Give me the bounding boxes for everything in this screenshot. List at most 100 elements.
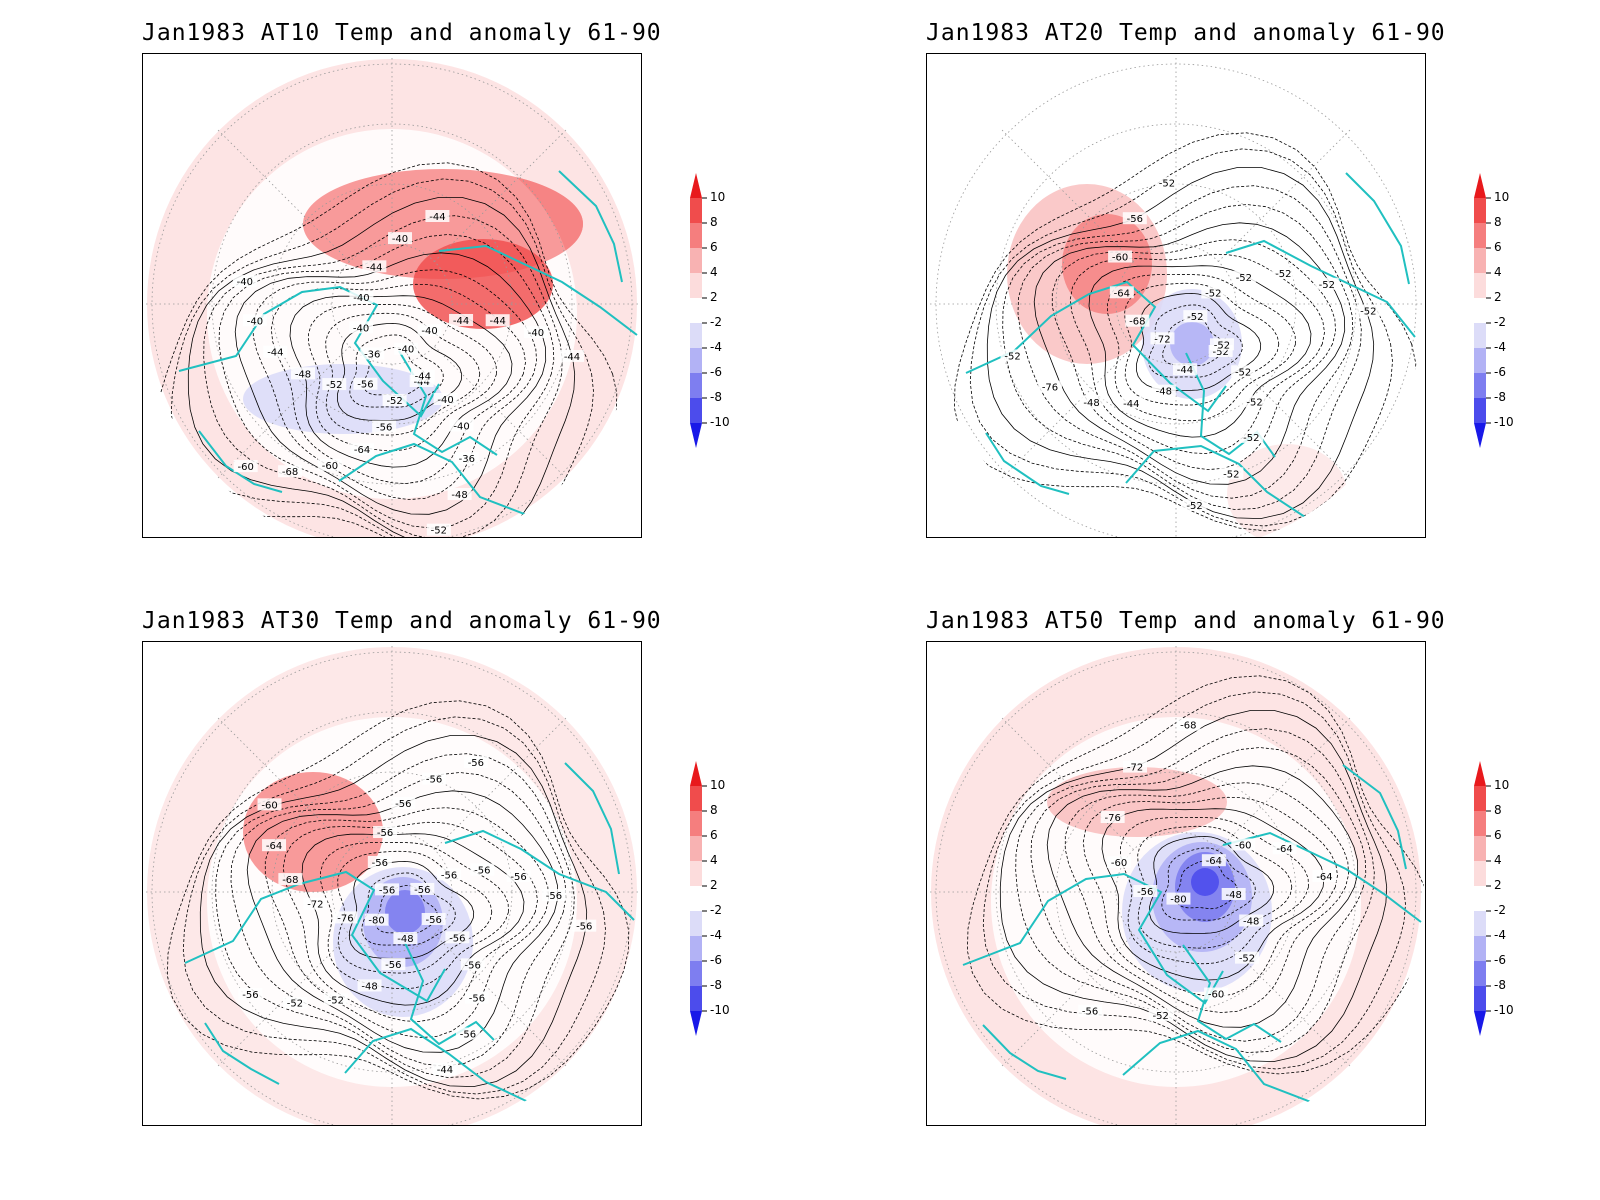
coastline: [1225, 239, 1416, 338]
contour-label: -80: [368, 916, 384, 927]
contour-label: -52: [1236, 273, 1252, 284]
colorbar-swatch: [690, 323, 702, 348]
contour-label-bg: [506, 870, 531, 883]
warm-anomaly-region: [1062, 214, 1152, 314]
contour-label-bg: [232, 274, 257, 287]
contour-label-bg: [357, 979, 382, 992]
contour-label: -60: [261, 800, 277, 811]
contour-label-bg: [437, 868, 462, 881]
contour-label: -40: [353, 293, 369, 304]
contour-label-bg: [381, 957, 406, 970]
contour-label: -56: [510, 872, 526, 883]
temperature-contour: [1002, 185, 1362, 510]
contour-label-bg: [238, 987, 263, 1000]
colorbar-label: 6: [1494, 240, 1502, 254]
meridian-line: [998, 346, 1134, 482]
colorbar-label: -6: [1494, 953, 1506, 967]
colorbar-swatch: [1474, 836, 1486, 861]
contour-label-bg: [1038, 380, 1063, 393]
contour-label: -52: [1223, 469, 1239, 480]
meridian-line: [434, 714, 570, 850]
meridian-line: [434, 346, 570, 482]
contour-label-bg: [262, 839, 287, 852]
colorbar-arrow-bottom: [690, 1011, 702, 1036]
cold-anomaly-region: [1191, 868, 1219, 896]
temperature-contour: [1175, 860, 1238, 910]
contour-label-bg: [1204, 987, 1229, 1000]
contour-label-bg: [1000, 349, 1025, 362]
contour-label: -64: [1316, 872, 1332, 883]
contour-label-bg: [433, 393, 458, 406]
contour-label: -48: [1243, 916, 1259, 927]
temperature-contour: [982, 691, 1406, 1070]
temperature-contour: [361, 872, 456, 946]
contour-label: -56: [474, 866, 490, 877]
meridian-line: [214, 934, 350, 1070]
coastline: [198, 430, 283, 493]
colorbar-label: -2: [1494, 315, 1506, 329]
contour-label-bg: [364, 913, 389, 926]
contour-label: -64: [1206, 856, 1222, 867]
colorbar-label: -6: [710, 953, 722, 967]
contour-label: -52: [1186, 501, 1202, 512]
contour-label-bg: [333, 911, 358, 924]
colorbar-label: 4: [1494, 853, 1502, 867]
contour-label: -64: [1276, 844, 1292, 855]
coastline: [985, 432, 1070, 495]
colorbar-swatch: [690, 861, 702, 886]
colorbar-label: 4: [710, 265, 718, 279]
colorbar-label: -10: [1494, 1003, 1514, 1017]
contour-label-bg: [572, 919, 597, 932]
contour-label: -56: [1127, 214, 1143, 225]
contour-label-bg: [541, 888, 566, 901]
temperature-contour: [986, 167, 1375, 520]
cold-anomaly-region: [1170, 322, 1214, 366]
contour-label: -48: [451, 490, 467, 501]
contour-label: -52: [1246, 397, 1262, 408]
colorbar-label: 8: [710, 803, 718, 817]
temperature-contour: [320, 841, 509, 990]
contour-label: -44: [429, 212, 445, 223]
contour-label-bg: [1234, 951, 1259, 964]
temperature-contour: [1162, 317, 1225, 367]
temperature-contour: [218, 234, 555, 529]
contour-label-bg: [1078, 1004, 1103, 1017]
map-content: -48 -48 -52 -60 -52 -56 -80 -56 -60 -76 -72 -68 -64 -…: [928, 644, 1424, 1125]
contour-label-bg: [1182, 498, 1207, 511]
colorbar-swatch: [690, 786, 702, 811]
contour-label-bg: [1231, 365, 1256, 378]
map-svg: -56 -56 -56 -56 -56 -44 -48 -56 -48 -52 -52 -56 -80 -…: [144, 644, 640, 1125]
coastline: [1182, 944, 1282, 1043]
polar-map: -56 -56 -56 -56 -56 -44 -48 -56 -48 -52 -52 -56 -80 -…: [142, 641, 642, 1126]
colorbar-label: 8: [1494, 215, 1502, 229]
temperature-contour: [282, 821, 538, 1022]
contour-label: -52: [1153, 1011, 1169, 1022]
contour-label: -52: [328, 995, 344, 1006]
temperature-contour: [215, 753, 575, 1078]
contour-label-bg: [350, 443, 375, 456]
colorbar-swatch: [1474, 861, 1486, 886]
coastline: [204, 1022, 280, 1085]
colorbar-label: 8: [710, 215, 718, 229]
contour-label-bg: [278, 465, 303, 478]
contour-label: -44: [453, 316, 469, 327]
map-svg: -44 -40 -40 -36 -48 -52 -52 -56 -64 -60 -68 -60 -56 -…: [144, 56, 640, 537]
contour-label-bg: [257, 798, 282, 811]
colorbar-label: 10: [1494, 190, 1510, 204]
warm-anomaly-region: [1047, 767, 1227, 837]
contour-label-bg: [372, 420, 397, 433]
contour-label: -60: [322, 461, 338, 472]
contour-label: -56: [425, 915, 441, 926]
contour-label: -56: [460, 1030, 476, 1041]
colorbar-label: 6: [1494, 828, 1502, 842]
contour-label: -72: [307, 900, 323, 911]
panel-title: Jan1983 AT30 Temp and anomaly 61-90: [142, 608, 662, 634]
colorbar-swatch: [1474, 323, 1486, 348]
contour-label-bg: [1271, 266, 1296, 279]
contour-label-bg: [303, 897, 328, 910]
contour-label: -40: [421, 326, 437, 337]
temperature-contour: [1120, 816, 1309, 965]
colorbar-swatch: [690, 986, 702, 1011]
contour-label-bg: [1242, 395, 1267, 408]
contour-label: -56: [546, 891, 562, 902]
